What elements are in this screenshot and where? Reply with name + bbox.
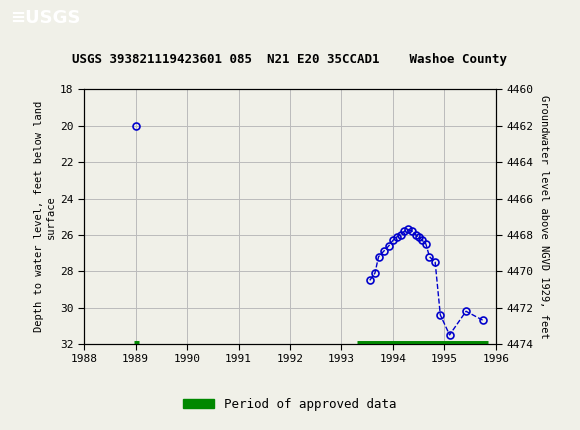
Legend: Period of approved data: Period of approved data bbox=[178, 393, 402, 416]
Y-axis label: Depth to water level, feet below land
surface: Depth to water level, feet below land su… bbox=[34, 101, 56, 332]
Text: ≡USGS: ≡USGS bbox=[10, 9, 81, 27]
Y-axis label: Groundwater level above NGVD 1929, feet: Groundwater level above NGVD 1929, feet bbox=[539, 95, 549, 338]
Text: USGS 393821119423601 085  N21 E20 35CCAD1    Washoe County: USGS 393821119423601 085 N21 E20 35CCAD1… bbox=[72, 52, 508, 66]
